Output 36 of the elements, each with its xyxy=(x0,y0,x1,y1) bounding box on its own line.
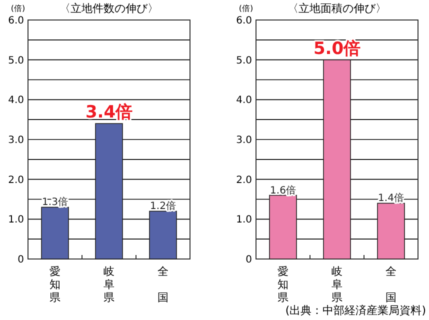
x-tick-label: 愛知県 xyxy=(50,265,60,304)
y-tick-label: 5.0 xyxy=(8,55,24,66)
chart-title: 〈立地件数の伸び〉 xyxy=(60,2,158,15)
bar xyxy=(269,194,297,260)
y-axis-title: (倍) xyxy=(10,4,26,13)
y-tick-label: 3.0 xyxy=(8,135,24,146)
bar xyxy=(41,206,69,260)
chart-title: 〈立地面積の伸び〉 xyxy=(288,2,386,15)
bar xyxy=(95,123,123,260)
x-tick-label: 岐阜県 xyxy=(104,265,114,304)
y-tick-label: 1.0 xyxy=(236,214,252,226)
y-tick-label: 2.0 xyxy=(236,174,252,186)
x-tick-label: 愛知県 xyxy=(278,265,288,304)
y-tick-label: 4.0 xyxy=(236,95,252,106)
y-tick-label: 3.0 xyxy=(236,135,252,146)
y-tick-label: 4.0 xyxy=(8,95,24,106)
data-label: 1.3倍 xyxy=(42,196,68,208)
y-axis-title: (倍) xyxy=(238,4,254,13)
y-tick-label: 5.0 xyxy=(236,55,252,66)
y-tick-label: 1.0 xyxy=(8,214,24,226)
bar xyxy=(323,59,351,260)
data-label: 1.2倍 xyxy=(150,200,176,212)
x-tick-label: 全国 xyxy=(158,265,168,304)
data-label: 3.4倍 xyxy=(85,102,133,123)
x-tick-label: 岐阜県 xyxy=(332,265,342,304)
bar xyxy=(377,202,405,260)
bar xyxy=(149,210,177,260)
data-label: 1.6倍 xyxy=(270,184,296,196)
y-tick-label: 0 xyxy=(18,254,24,266)
y-tick-label: 2.0 xyxy=(8,174,24,186)
y-tick-label: 6.0 xyxy=(8,16,24,26)
text: (出典：中部経済産業局資料) xyxy=(285,304,426,317)
y-tick-label: 0 xyxy=(246,254,252,266)
x-tick-label: 全国 xyxy=(386,265,396,304)
data-label: 5.0倍 xyxy=(313,38,361,59)
y-tick-label: 6.0 xyxy=(236,16,252,26)
